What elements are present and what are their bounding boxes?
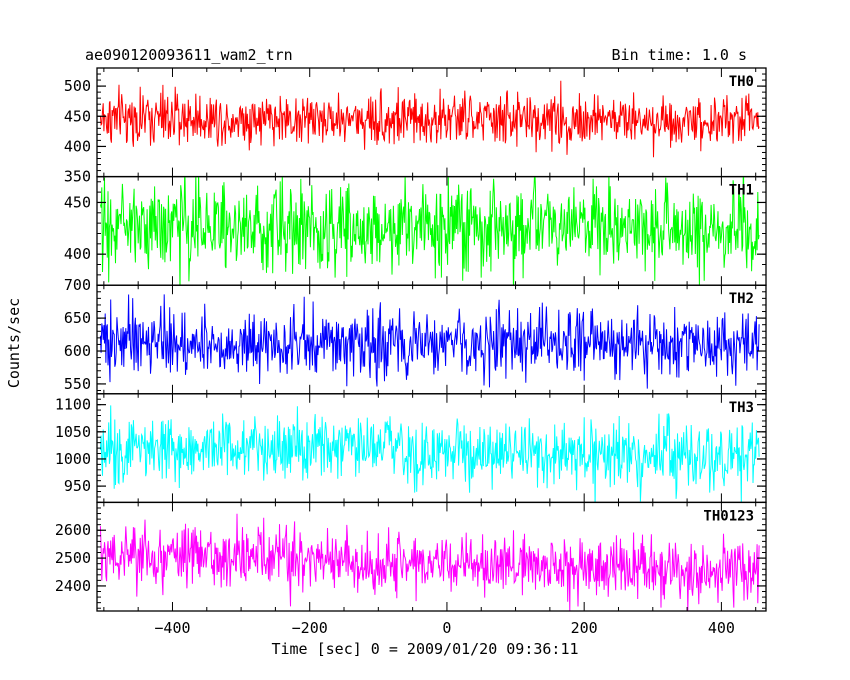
y-tick-label: 1000: [55, 450, 91, 468]
y-tick-label: 1100: [55, 396, 91, 414]
y-axis-title: Counts/sec: [5, 298, 23, 388]
series-label-th0: TH0: [729, 74, 754, 90]
y-tick-label: 500: [64, 77, 91, 95]
y-tick-label: 550: [64, 375, 91, 393]
series-line-th1: [99, 176, 760, 286]
panel-th0123: 2400 2500 2600 TH0123: [55, 501, 767, 612]
y-tick-label: 1050: [55, 423, 91, 441]
x-tick-label: 0: [442, 619, 451, 637]
y-tick-label: 700: [64, 276, 91, 294]
series-line-th3: [99, 405, 760, 503]
bin-time-label: Bin time: 1.0 s: [612, 46, 747, 64]
series-label-th1: TH1: [729, 183, 754, 199]
y-tick-label: 400: [64, 137, 91, 155]
panel-th0: 350 400 450 500 TH0: [64, 67, 767, 186]
panels-group: 350 400 450 500 TH0 400 450 TH1 550 600 650 700 TH2 9…: [55, 67, 767, 612]
panel-th2: 550 600 650 700 TH2: [64, 276, 767, 395]
y-tick-label: 600: [64, 342, 91, 360]
y-tick-label: 2500: [55, 549, 91, 567]
x-axis-title: Time [sec] 0 = 2009/01/20 09:36:11: [271, 640, 578, 658]
y-tick-label: 350: [64, 168, 91, 186]
y-tick-label: 450: [64, 193, 91, 211]
y-tick-label: 2400: [55, 577, 91, 595]
x-tick-label: 200: [571, 619, 598, 637]
panel-th3: 950 1000 1050 1100 TH3: [55, 393, 767, 504]
series-line-th0123: [99, 513, 760, 611]
chart-title: ae090120093611_wam2_trn: [85, 46, 293, 64]
series-label-th3: TH3: [729, 400, 754, 416]
y-tick-label: 950: [64, 477, 91, 495]
series-label-th0123: TH0123: [703, 508, 754, 524]
series-label-th2: TH2: [729, 291, 754, 307]
series-line-th2: [99, 294, 760, 389]
y-tick-label: 650: [64, 309, 91, 327]
x-tick-label: 400: [708, 619, 735, 637]
x-axis: −400 −200 0 200 400: [154, 619, 735, 637]
x-tick-label: −200: [292, 619, 328, 637]
series-line-th0: [99, 80, 760, 158]
y-tick-label: 2600: [55, 521, 91, 539]
panel-th1: 400 450 TH1: [64, 175, 767, 286]
y-tick-label: 450: [64, 107, 91, 125]
x-tick-label: −400: [154, 619, 190, 637]
y-tick-label: 400: [64, 245, 91, 263]
panel-frame: [96, 501, 767, 612]
